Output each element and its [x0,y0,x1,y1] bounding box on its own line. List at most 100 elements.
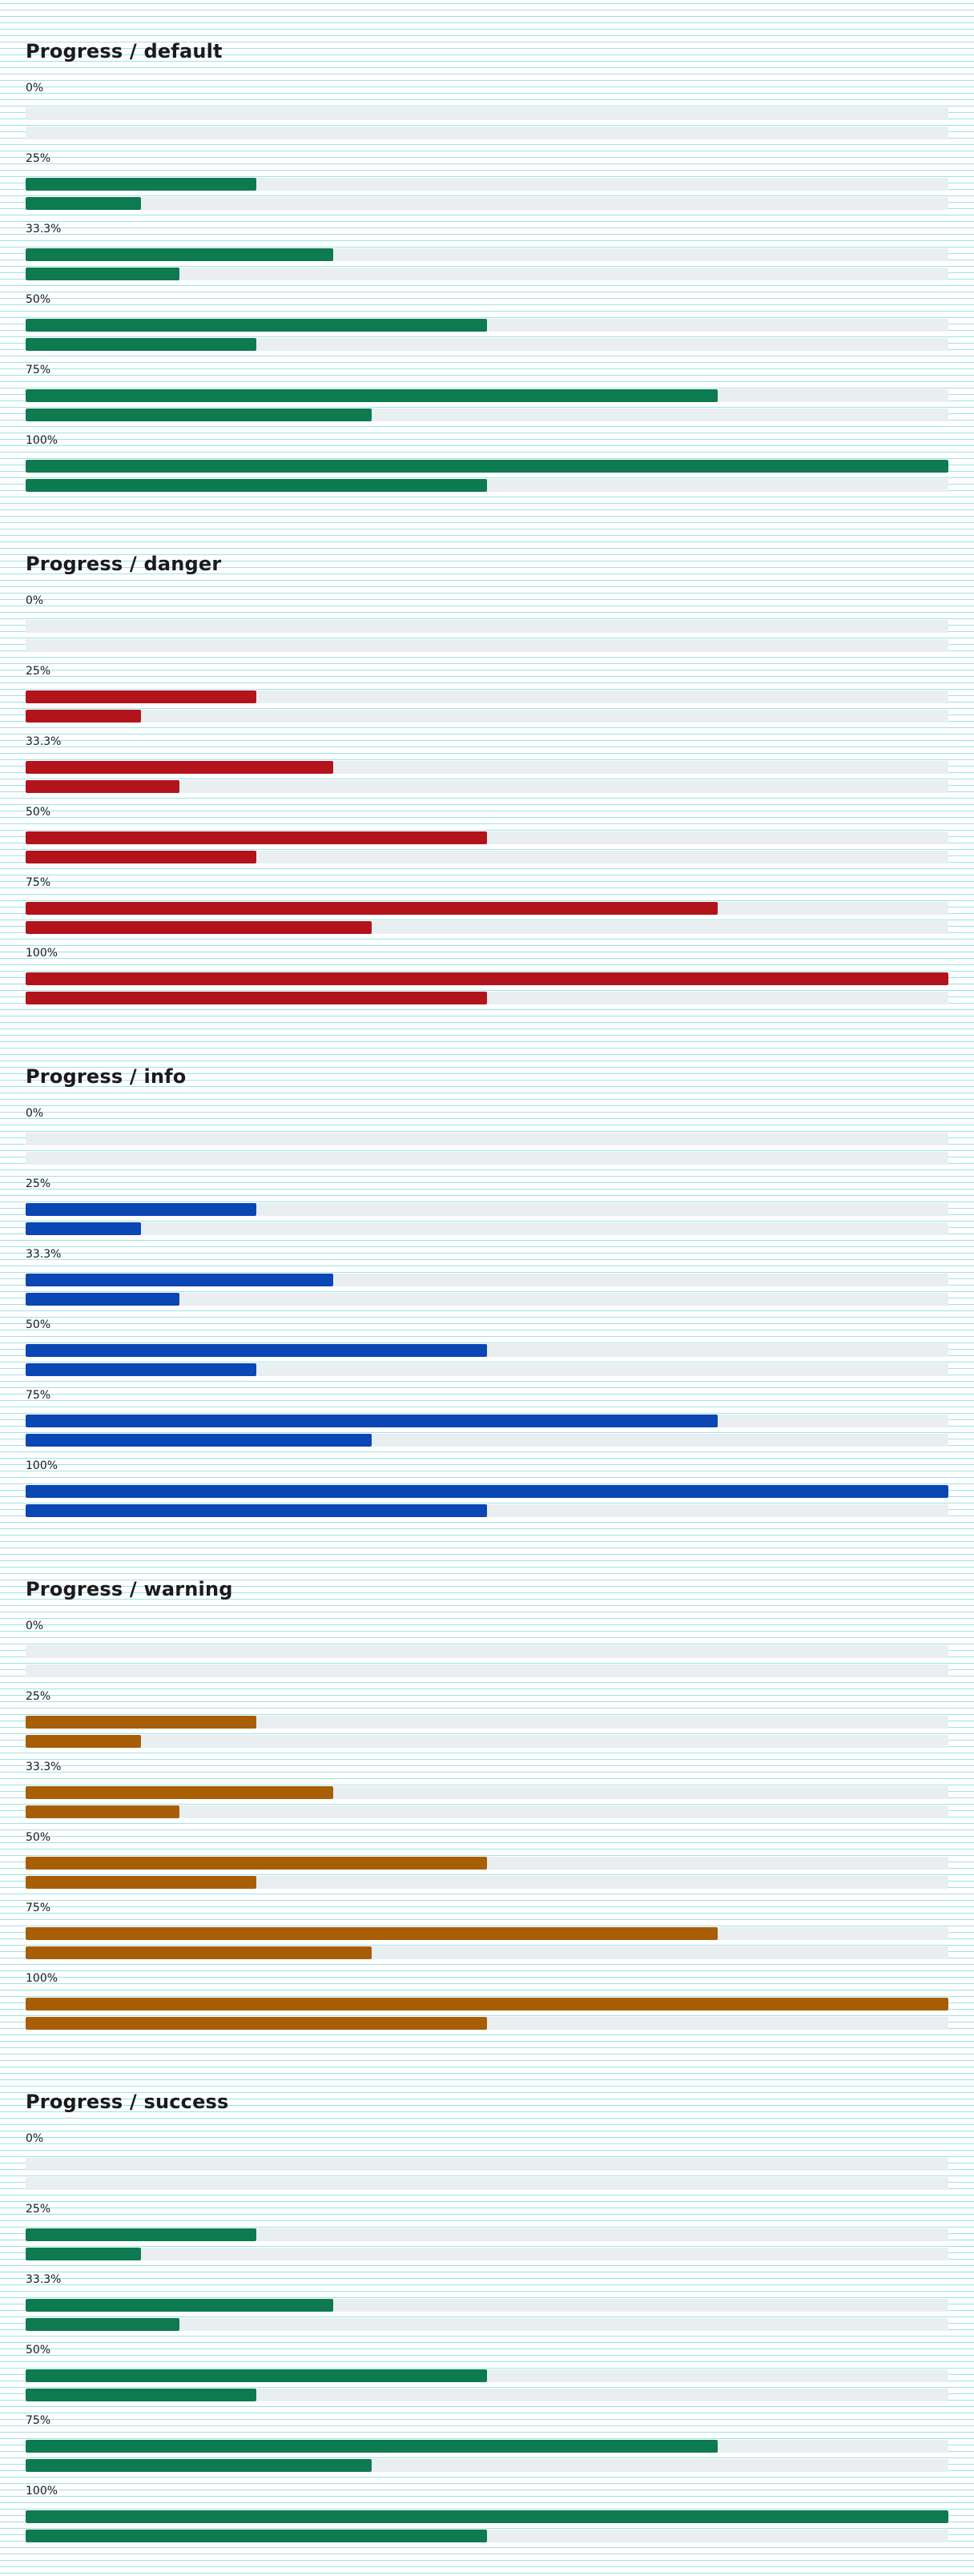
progress-fill-primary [26,1274,333,1286]
progress-fill-secondary [26,1293,179,1306]
progress-section: Progress / default 0% 25% 33.3% 50% [26,0,948,513]
progress-section: Progress / info 0% 25% 33.3% 50% [26,1025,948,1538]
section-title: Progress / default [26,40,223,62]
progress-label: 0% [26,2132,44,2145]
progress-track-secondary [26,1664,948,1677]
progress-fill-secondary [26,479,487,492]
progress-track-primary [26,1645,948,1658]
progress-label: 75% [26,2414,51,2427]
progress-track-secondary [26,851,948,863]
progress-track-secondary [26,2318,948,2331]
progress-label: 75% [26,876,51,889]
section-title: Progress / info [26,1065,187,1088]
progress-label: 100% [26,1459,58,1472]
progress-track-secondary [26,2389,948,2401]
progress-track-primary [26,1485,948,1498]
progress-track-primary [26,1998,948,2010]
progress-fill-primary [26,178,256,191]
progress-track-secondary [26,921,948,934]
progress-track-primary [26,2369,948,2382]
progress-track-secondary [26,338,948,351]
progress-track-secondary [26,2530,948,2542]
progress-label: 33.3% [26,223,62,235]
progress-label: 50% [26,1318,51,1331]
progress-label: 25% [26,1177,51,1190]
progress-fill-primary [26,1786,333,1799]
progress-track-secondary [26,1735,948,1748]
progress-gallery: Progress / default 0% 25% 33.3% 50% [26,0,948,2563]
progress-track-primary [26,1857,948,1870]
progress-track-primary [26,248,948,261]
progress-fill-primary [26,2299,333,2312]
progress-label: 0% [26,82,44,95]
progress-fill-secondary [26,921,372,934]
progress-track-primary [26,1344,948,1357]
progress-section: Progress / success 0% 25% 33.3% 50% [26,2051,948,2563]
progress-track-primary [26,761,948,774]
progress-fill-primary [26,248,333,261]
progress-track-secondary [26,268,948,280]
progress-track-secondary [26,1152,948,1165]
progress-track-primary [26,1274,948,1286]
progress-track-primary [26,972,948,985]
progress-track-secondary [26,1363,948,1376]
section-title: Progress / warning [26,1578,233,1600]
progress-label: 50% [26,2344,51,2357]
section-title: Progress / success [26,2091,229,2113]
progress-track-secondary [26,1504,948,1517]
progress-section: Progress / warning 0% 25% 33.3% 50% [26,1538,948,2051]
progress-label: 100% [26,434,58,447]
progress-track-primary [26,2299,948,2312]
progress-track-primary [26,902,948,915]
progress-track-secondary [26,639,948,652]
progress-fill-primary [26,2228,256,2241]
progress-track-secondary [26,710,948,722]
progress-track-secondary [26,2017,948,2030]
progress-track-primary [26,2158,948,2171]
progress-fill-secondary [26,992,487,1004]
progress-track-secondary [26,2248,948,2260]
progress-track-primary [26,1203,948,1216]
progress-label: 75% [26,1389,51,1402]
progress-track-primary [26,831,948,844]
progress-fill-secondary [26,268,179,280]
progress-track-secondary [26,479,948,492]
progress-track-primary [26,1927,948,1940]
progress-fill-primary [26,1857,487,1870]
progress-fill-secondary [26,2459,372,2472]
progress-label: 0% [26,594,44,607]
progress-fill-secondary [26,1222,141,1235]
progress-track-secondary [26,780,948,793]
progress-track-secondary [26,1293,948,1306]
progress-track-primary [26,2228,948,2241]
progress-track-secondary [26,992,948,1004]
progress-fill-primary [26,2440,718,2453]
progress-label: 25% [26,1690,51,1703]
progress-fill-primary [26,831,487,844]
progress-fill-secondary [26,2318,179,2331]
progress-label: 33.3% [26,735,62,748]
progress-fill-primary [26,761,333,774]
progress-track-secondary [26,1946,948,1959]
progress-track-secondary [26,2459,948,2472]
progress-fill-primary [26,1344,487,1357]
section-title: Progress / danger [26,553,222,575]
progress-fill-secondary [26,1504,487,1517]
progress-track-secondary [26,409,948,421]
progress-fill-secondary [26,1876,256,1889]
progress-fill-primary [26,1415,718,1427]
progress-fill-primary [26,460,948,473]
progress-fill-primary [26,1203,256,1216]
progress-fill-secondary [26,780,179,793]
progress-fill-secondary [26,1363,256,1376]
progress-fill-primary [26,1485,948,1498]
progress-fill-primary [26,902,718,915]
progress-label: 100% [26,947,58,960]
progress-fill-primary [26,972,948,985]
progress-fill-primary [26,2369,487,2382]
progress-fill-primary [26,389,718,402]
progress-label: 33.3% [26,1761,62,1773]
progress-fill-secondary [26,2389,256,2401]
progress-label: 33.3% [26,1248,62,1261]
progress-label: 25% [26,2203,51,2216]
